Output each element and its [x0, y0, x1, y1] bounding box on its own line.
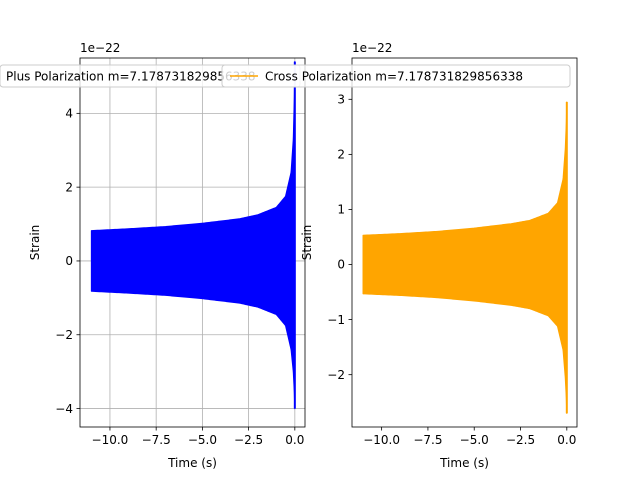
- x-tick-label: −2.5: [234, 433, 263, 447]
- y-tick-label: 0: [65, 254, 73, 268]
- y-tick-label: 2: [65, 180, 73, 194]
- plus-x-axis-label: Time (s): [167, 456, 217, 470]
- x-tick-label: 0.0: [557, 433, 576, 447]
- x-tick-label: −10.0: [92, 433, 129, 447]
- x-tick-label: −5.0: [460, 433, 489, 447]
- y-tick-label: −2: [327, 368, 345, 382]
- plus-x-ticks: −10.0 −7.5 −5.0 −2.5 0.0: [92, 427, 304, 447]
- cross-waveform: [362, 101, 568, 414]
- y-tick-label: 2: [337, 148, 345, 162]
- x-tick-label: 0.0: [285, 433, 304, 447]
- y-tick-label: −1: [327, 313, 345, 327]
- cross-y-offset-text: 1e−22: [352, 41, 392, 55]
- plus-axes-frame: [79, 57, 306, 428]
- y-tick-label: 3: [337, 93, 345, 107]
- cross-legend: Cross Polarization m=7.178731829856338: [221, 64, 571, 88]
- y-tick-label: −4: [55, 402, 73, 416]
- y-tick-label: 4: [65, 107, 73, 121]
- plus-y-offset-text: 1e−22: [80, 41, 120, 55]
- y-tick-label: 1: [337, 203, 345, 217]
- cross-legend-label: Cross Polarization m=7.178731829856338: [265, 69, 523, 83]
- cross-legend-box: [221, 64, 571, 88]
- y-tick-label: 0: [337, 258, 345, 272]
- x-tick-label: −5.0: [188, 433, 217, 447]
- x-tick-label: −7.5: [413, 433, 442, 447]
- plus-y-axis-label: Strain: [28, 225, 42, 261]
- plus-waveform: [90, 61, 296, 410]
- cross-polarization-subplot: −10.0 −7.5 −5.0 −2.5 0.0 −2 −1 0 1 2 3 1e−22 Time…: [300, 41, 578, 470]
- cross-axes-frame: [351, 57, 578, 428]
- plus-legend-label: Plus Polarization m=7.178731829856338: [6, 69, 256, 83]
- cross-x-ticks: −10.0 −7.5 −5.0 −2.5 0.0: [363, 427, 576, 447]
- plus-polarization-subplot: −10.0 −7.5 −5.0 −2.5 0.0 −4 −2 0 2 4 1e−22 Time …: [28, 41, 306, 470]
- x-tick-label: −7.5: [142, 433, 171, 447]
- cross-y-ticks: −2 −1 0 1 2 3: [327, 93, 352, 382]
- x-tick-label: −2.5: [506, 433, 535, 447]
- cross-x-axis-label: Time (s): [439, 456, 489, 470]
- x-tick-label: −10.0: [363, 433, 400, 447]
- plus-y-ticks: −4 −2 0 2 4: [55, 107, 80, 416]
- y-tick-label: −2: [55, 328, 73, 342]
- cross-y-axis-label: Strain: [300, 225, 314, 261]
